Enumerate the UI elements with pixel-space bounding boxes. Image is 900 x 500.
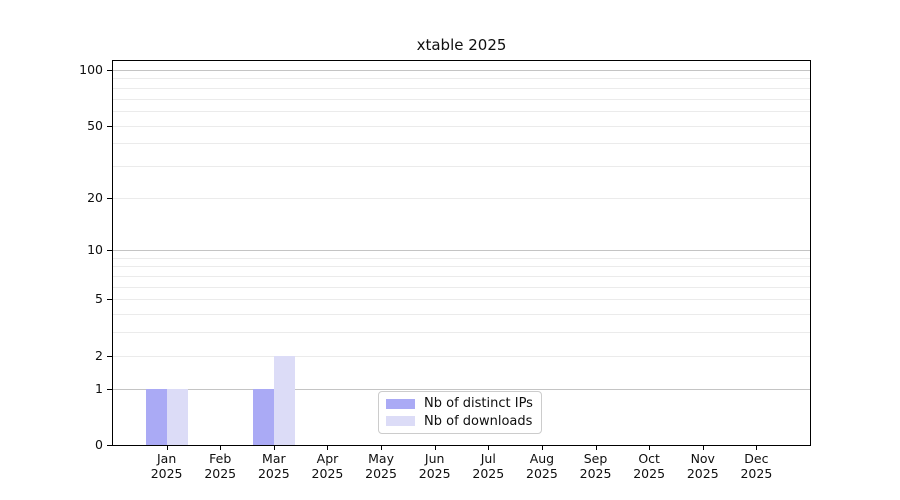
x-tick-mark — [166, 445, 168, 450]
y-tick-label: 1 — [95, 380, 103, 396]
x-tick-label: Feb 2025 — [204, 451, 237, 481]
legend-label-downloads: Nb of downloads — [424, 413, 533, 429]
y-tick-mark — [107, 445, 112, 446]
x-tick-mark — [702, 445, 704, 450]
major-gridline — [113, 250, 810, 252]
x-tick-label: Nov 2025 — [686, 451, 719, 481]
y-tick-label: 20 — [87, 189, 103, 205]
y-tick-label: 10 — [87, 242, 103, 258]
x-tick-label: Mar 2025 — [257, 451, 290, 481]
x-tick-label: Jun 2025 — [418, 451, 451, 481]
x-tick-label: Oct 2025 — [633, 451, 666, 481]
legend-label-distinct-ips: Nb of distinct IPs — [424, 396, 533, 412]
bar-nb-of-distinct-ips — [252, 388, 274, 445]
y-tick-label: 50 — [87, 117, 103, 133]
minor-gridline — [113, 266, 810, 268]
legend-swatch-downloads-icon — [386, 416, 415, 427]
minor-gridline — [113, 197, 810, 199]
x-tick-mark — [488, 445, 490, 450]
minor-gridline — [113, 110, 810, 112]
minor-gridline — [113, 98, 810, 100]
bar-nb-of-downloads — [273, 355, 295, 445]
minor-gridline — [113, 125, 810, 127]
minor-gridline — [113, 276, 810, 278]
x-tick-mark — [541, 445, 543, 450]
x-tick-label: Aug 2025 — [526, 451, 558, 481]
legend: Nb of distinct IPs Nb of downloads — [378, 391, 542, 434]
y-tick-label: 2 — [95, 347, 103, 363]
legend-entry-distinct-ips: Nb of distinct IPs — [386, 396, 534, 411]
y-tick-mark — [107, 250, 112, 252]
minor-gridline — [113, 143, 810, 145]
x-tick-label: Jul 2025 — [472, 451, 505, 481]
minor-gridline — [113, 355, 810, 357]
major-gridline — [113, 388, 810, 390]
x-tick-label: May 2025 — [365, 451, 397, 481]
x-tick-mark — [327, 445, 329, 450]
x-tick-label: Jan 2025 — [150, 451, 183, 481]
legend-entry-downloads: Nb of downloads — [386, 414, 534, 429]
minor-gridline — [113, 78, 810, 80]
minor-gridline — [113, 299, 810, 301]
x-tick-mark — [220, 445, 222, 450]
minor-gridline — [113, 332, 810, 334]
x-tick-label: Apr 2025 — [311, 451, 344, 481]
x-tick-mark — [273, 445, 275, 450]
x-tick-mark — [756, 445, 758, 450]
minor-gridline — [113, 314, 810, 316]
major-gridline — [113, 70, 810, 71]
chart-title: xtable 2025 — [416, 36, 507, 54]
y-tick-label: 5 — [95, 291, 103, 307]
bar-nb-of-downloads — [166, 388, 188, 445]
y-tick-mark — [107, 125, 112, 127]
y-tick-label: 100 — [79, 62, 103, 77]
y-tick-mark — [107, 388, 112, 390]
y-tick-mark — [107, 299, 112, 301]
y-tick-mark — [107, 197, 112, 199]
x-tick-mark — [381, 445, 383, 450]
y-tick-mark — [107, 70, 112, 71]
x-tick-label: Dec 2025 — [740, 451, 773, 481]
minor-gridline — [113, 257, 810, 259]
x-tick-mark — [649, 445, 651, 450]
minor-gridline — [113, 87, 810, 89]
bar-nb-of-distinct-ips — [145, 388, 167, 445]
y-tick-mark — [107, 355, 112, 357]
legend-swatch-distinct-ips-icon — [386, 398, 415, 409]
y-tick-label: 0 — [95, 437, 103, 452]
x-tick-label: Sep 2025 — [579, 451, 612, 481]
x-tick-mark — [595, 445, 597, 450]
x-tick-mark — [434, 445, 436, 450]
minor-gridline — [113, 165, 810, 167]
minor-gridline — [113, 286, 810, 288]
